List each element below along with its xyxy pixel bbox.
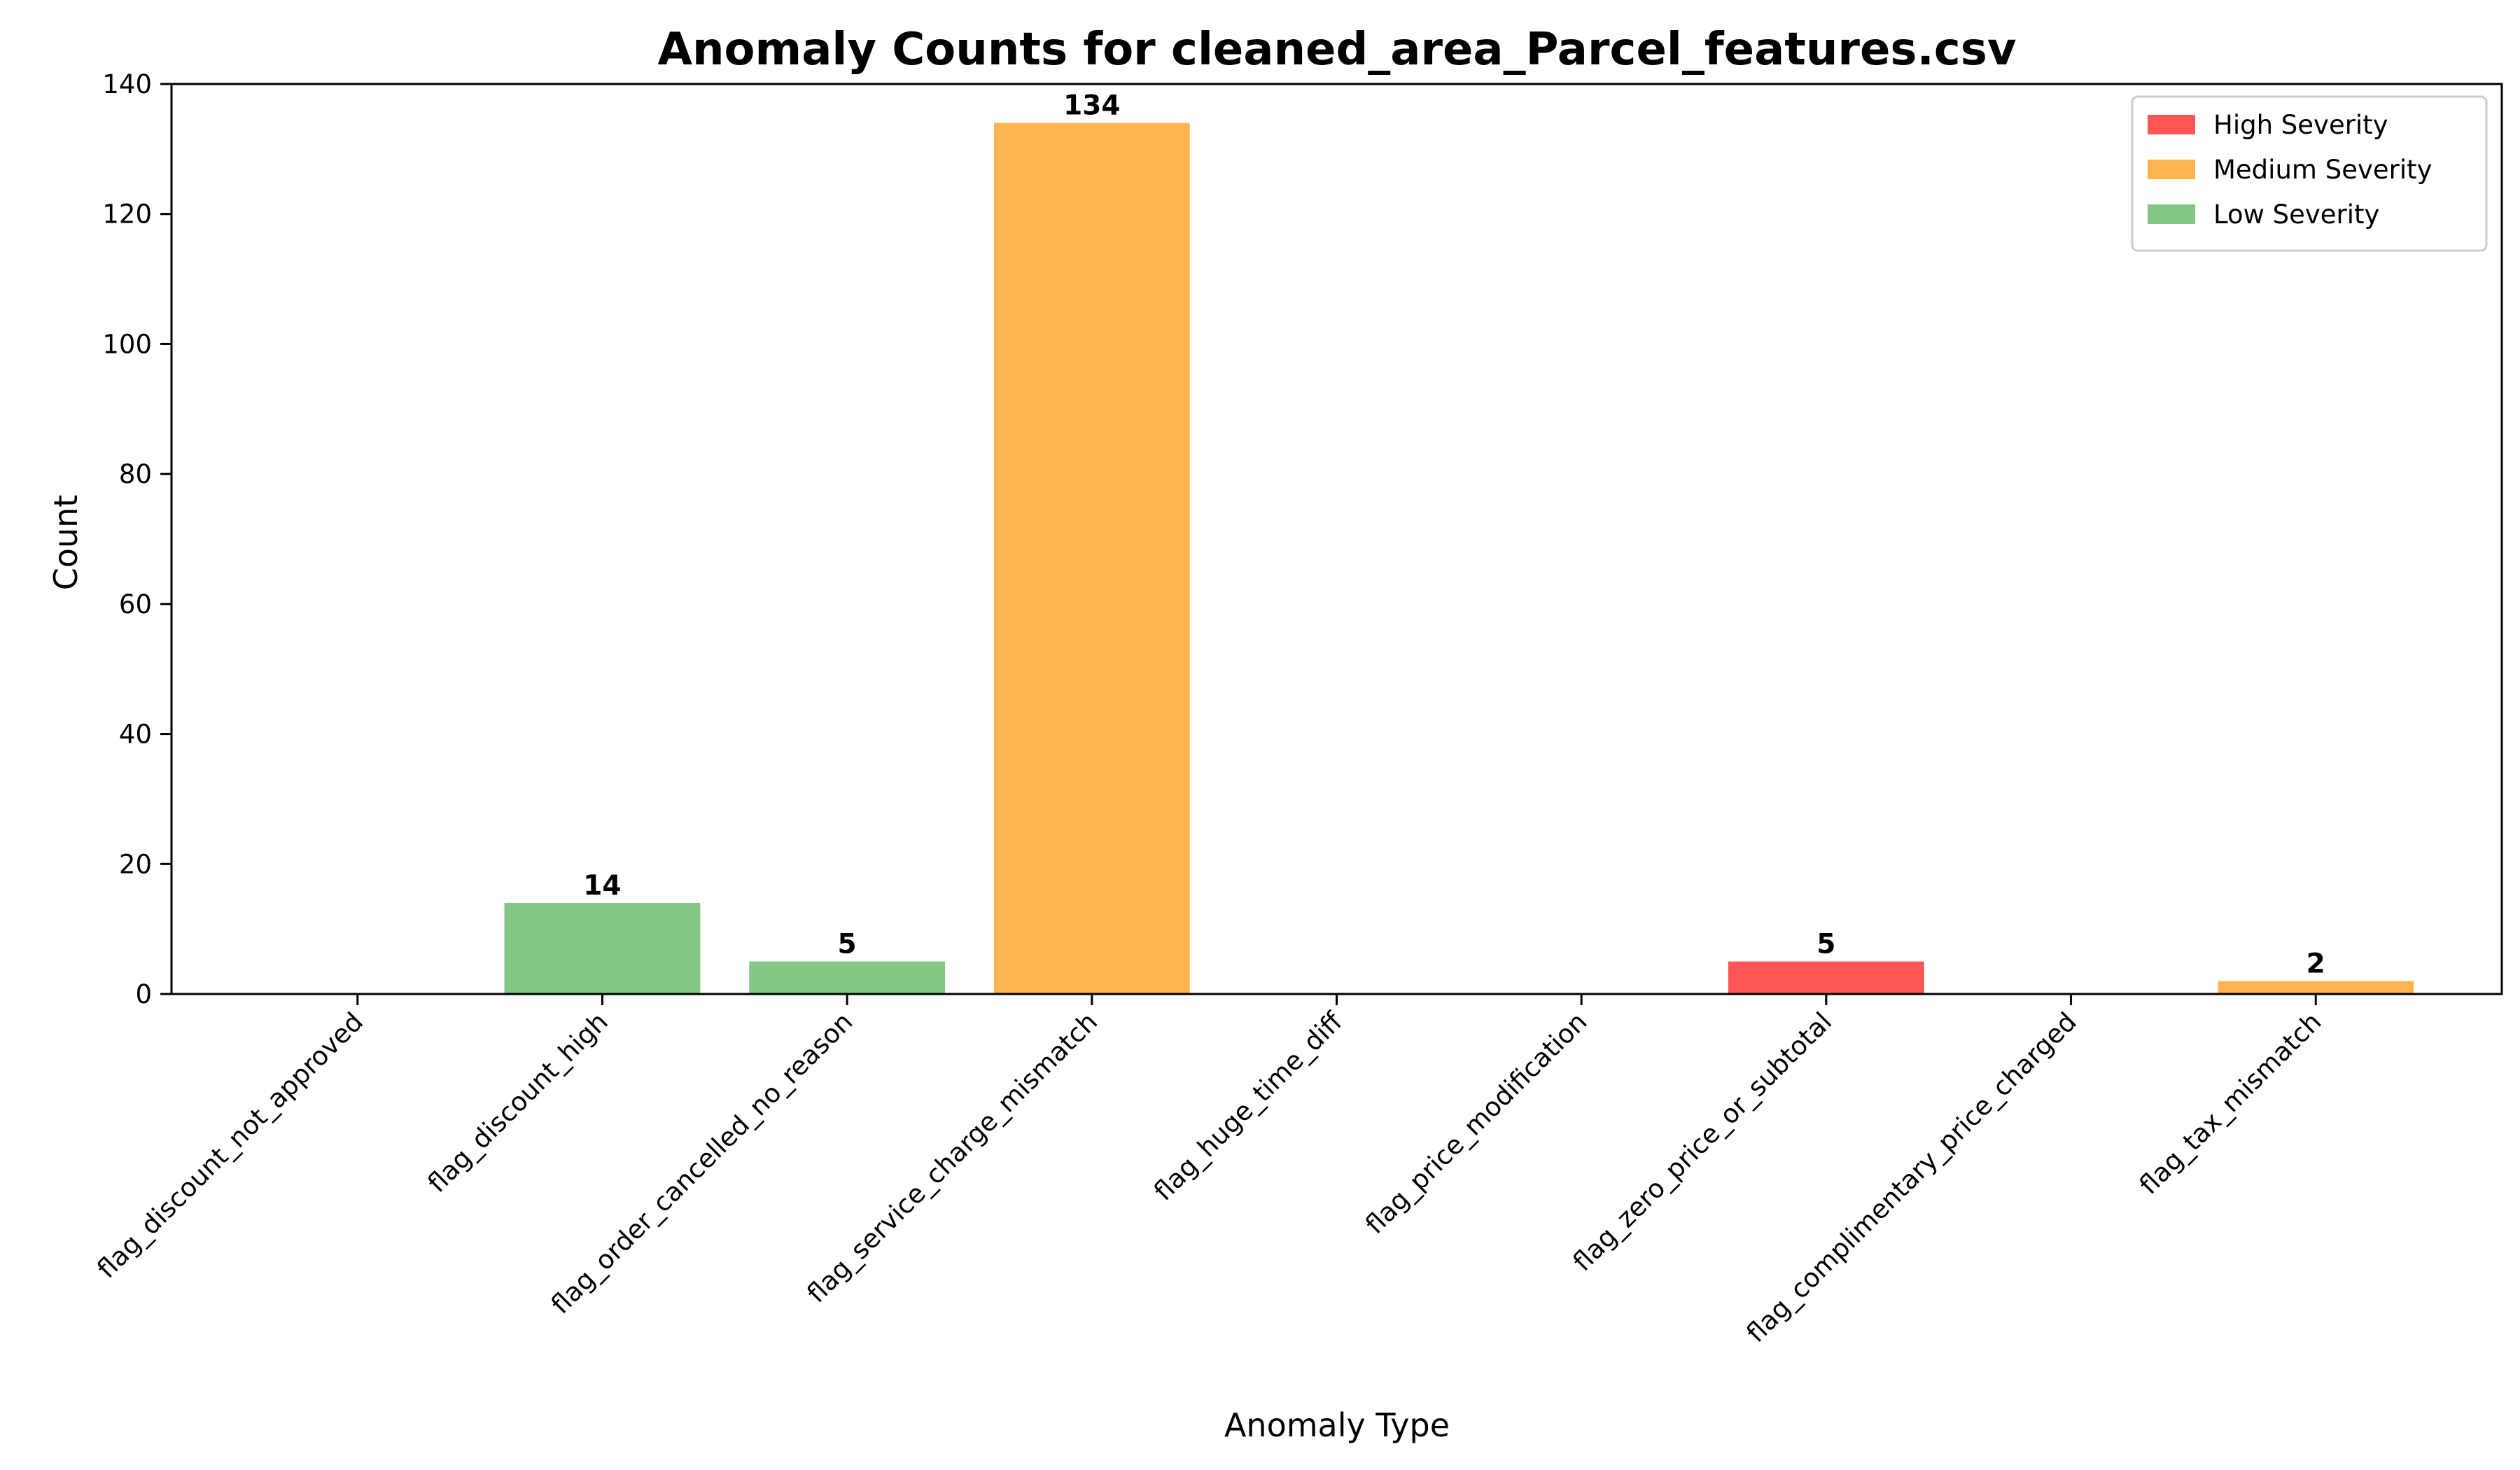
plot-frame	[170, 83, 2503, 995]
x-tick-label: flag_order_cancelled_no_reason	[545, 1007, 858, 1320]
legend-swatch-low	[2148, 204, 2195, 224]
bar-flag-service-charge-mismatch	[993, 122, 1190, 995]
x-tick-label: flag_tax_mismatch	[2134, 1007, 2328, 1200]
x-tick-label: flag_discount_high	[422, 1007, 614, 1198]
bar-flag-tax-mismatch	[2218, 981, 2414, 994]
bar-flag-zero-price-or-subtotal	[1728, 961, 1924, 994]
data-label: 5	[838, 929, 857, 960]
legend-swatch-high	[2148, 115, 2195, 134]
x-tick-label: flag_zero_price_or_subtotal	[1567, 1007, 1837, 1277]
legend-label-low: Low Severity	[2213, 200, 2379, 230]
bar-flag-order-cancelled-no-reason	[749, 961, 946, 994]
y-axis-label: Count	[47, 495, 85, 591]
data-label: 5	[1816, 929, 1835, 960]
data-label: 134	[1063, 90, 1120, 122]
bars-group	[504, 122, 2414, 995]
y-tick-label: 20	[119, 849, 152, 879]
y-tick-label: 40	[119, 720, 152, 750]
y-tick-label: 140	[102, 69, 152, 99]
y-tick-label: 60	[119, 589, 152, 620]
y-axis: 0 20 40 60 80 100 120 140	[102, 69, 172, 1009]
y-tick-label: 0	[135, 979, 152, 1009]
data-labels-group: 14 5 134 5 2	[583, 90, 2325, 980]
x-axis: flag_discount_not_approved flag_discount_…	[92, 994, 2328, 1348]
legend-swatch-medium	[2148, 160, 2195, 179]
legend-frame	[2131, 95, 2488, 252]
x-axis-label: Anomaly Type	[1224, 1406, 1450, 1444]
legend-label-high: High Severity	[2213, 110, 2388, 140]
x-tick-label: flag_huge_time_diff	[1148, 1006, 1349, 1207]
legend-label-medium: Medium Severity	[2213, 155, 2432, 185]
chart-title: Anomaly Counts for cleaned_area_Parcel_f…	[657, 24, 2016, 76]
legend: High Severity Medium Severity Low Severity	[2131, 95, 2488, 252]
y-tick-label: 80	[119, 459, 152, 489]
data-label: 2	[2306, 948, 2325, 979]
bar-flag-discount-high	[504, 903, 701, 994]
data-label: 14	[583, 870, 621, 902]
x-tick-label: flag_discount_not_approved	[92, 1007, 370, 1284]
y-tick-label: 100	[102, 329, 152, 359]
x-tick-label: flag_price_modification	[1359, 1007, 1592, 1240]
x-tick-label: flag_service_charge_mismatch	[802, 1007, 1104, 1309]
y-tick-label: 120	[102, 200, 152, 230]
